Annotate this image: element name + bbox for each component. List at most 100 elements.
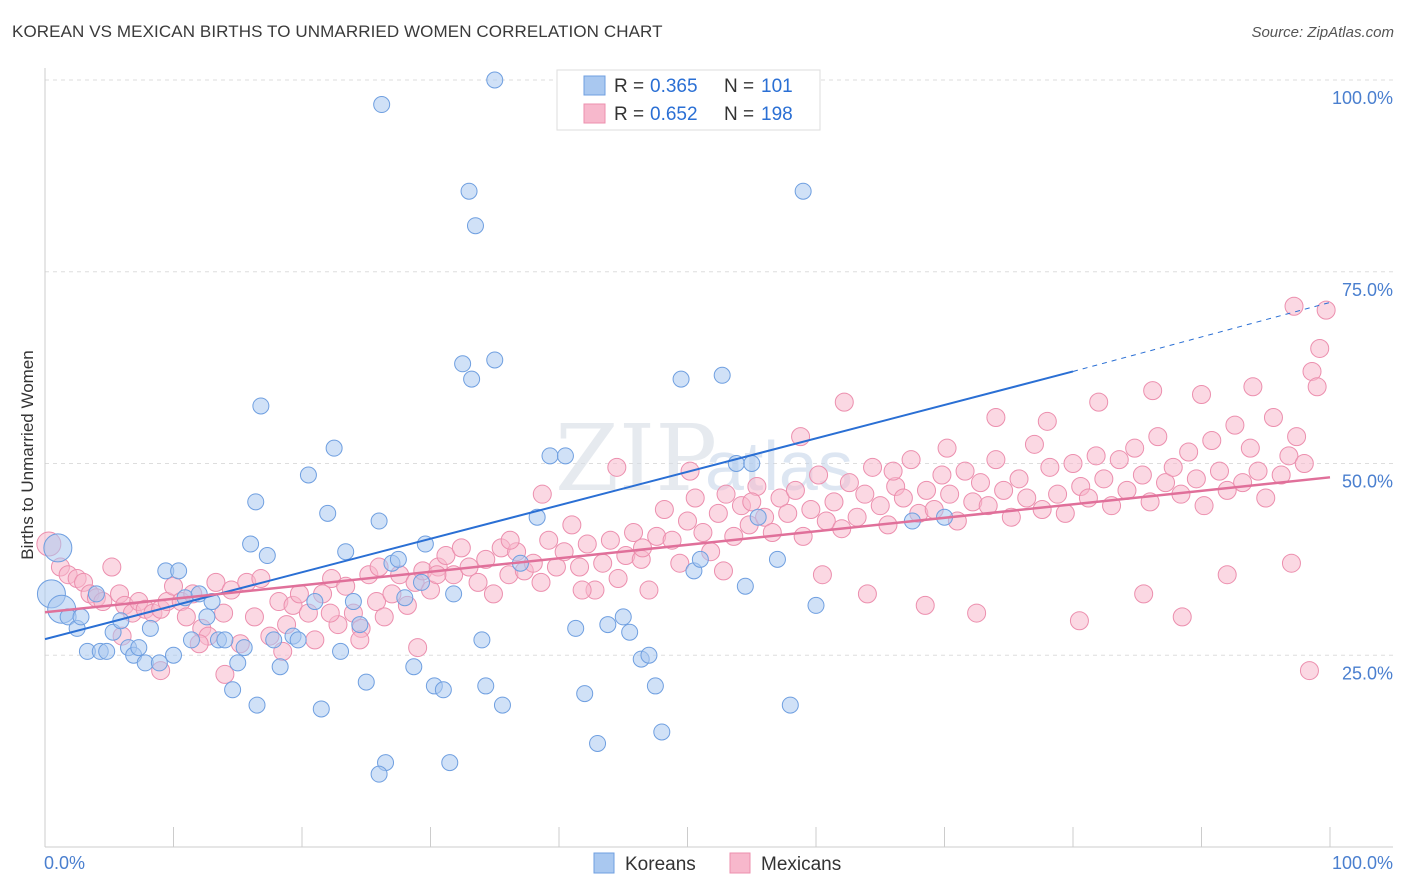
mexicans-point	[251, 569, 271, 589]
mexicans-point	[1240, 438, 1260, 458]
mexicans-point	[608, 569, 628, 589]
mexicans-point	[215, 664, 235, 684]
koreans-point	[396, 589, 414, 607]
mexicans-point	[1225, 415, 1245, 435]
mexicans-point	[572, 580, 592, 600]
koreans-point	[72, 608, 90, 626]
koreans-point	[781, 696, 799, 714]
mexicans-point	[839, 473, 859, 493]
mexicans-point	[1279, 446, 1299, 466]
mexicans-point	[955, 461, 975, 481]
mexicans-point	[1217, 565, 1237, 585]
koreans-point	[646, 677, 664, 695]
mexicans-point	[1233, 473, 1253, 493]
mexicans-point	[374, 607, 394, 627]
koreans-point	[621, 623, 639, 641]
y-tick-label: 25.0%	[1342, 663, 1393, 683]
mexicans-point	[1284, 296, 1304, 316]
koreans-point	[271, 658, 289, 676]
mexicans-point	[408, 638, 428, 658]
mexicans-point	[978, 496, 998, 516]
axes	[44, 68, 1393, 848]
mexicans-point	[1069, 611, 1089, 631]
mexicans-point	[1179, 442, 1199, 462]
mexicans-point	[824, 492, 844, 512]
koreans-point	[463, 370, 481, 388]
koreans-point	[589, 734, 607, 752]
bottom-legend: Koreans Mexicans	[593, 852, 841, 875]
chart-source: Source: ZipAtlas.com	[1251, 24, 1394, 41]
mexicans-point	[708, 503, 728, 523]
mexicans-point	[713, 561, 733, 581]
mexicans-point	[812, 565, 832, 585]
mexicans-point	[1217, 480, 1237, 500]
koreans-point	[325, 439, 343, 457]
koreans-point	[691, 550, 709, 568]
koreans-points	[36, 71, 953, 783]
koreans-point	[229, 654, 247, 672]
legend-n-label-mexicans: N =	[724, 104, 754, 125]
koreans-point	[614, 608, 632, 626]
mexicans-point	[1148, 427, 1168, 447]
mexicans-point	[1263, 407, 1283, 427]
koreans-point	[454, 355, 472, 373]
koreans-point	[248, 696, 266, 714]
koreans-point	[242, 535, 260, 553]
mexicans-point	[577, 534, 597, 554]
mexicans-point	[809, 465, 829, 485]
koreans-point	[794, 182, 812, 200]
x-tick-label: 100.0%	[1332, 853, 1393, 873]
legend-r-value-mexicans: 0.652	[650, 104, 698, 125]
mexicans-point	[970, 473, 990, 493]
mexicans-point	[893, 488, 913, 508]
bottom-legend-swatch-mexicans	[729, 852, 751, 874]
mexicans-point	[994, 480, 1014, 500]
koreans-point	[768, 550, 786, 568]
mexicans-point	[102, 557, 122, 577]
mexicans-point	[770, 488, 790, 508]
koreans-point	[224, 681, 242, 699]
koreans-point	[351, 616, 369, 634]
mexicans-point	[1310, 338, 1330, 358]
legend-swatch-koreans	[583, 75, 606, 96]
mexicans-point	[1307, 377, 1327, 397]
koreans-point	[98, 642, 116, 660]
mexicans-point	[244, 607, 264, 627]
koreans-point	[216, 631, 234, 649]
mexicans-point	[539, 530, 559, 550]
mexicans-point	[206, 572, 226, 592]
mexicans-point	[1287, 427, 1307, 447]
mexicans-point	[305, 630, 325, 650]
mexicans-point	[654, 500, 674, 520]
koreans-point	[807, 596, 825, 614]
koreans-point	[486, 71, 504, 89]
koreans-point	[373, 96, 391, 114]
koreans-point	[556, 447, 574, 465]
koreans-point	[460, 182, 478, 200]
mexicans-point	[570, 557, 590, 577]
koreans-point	[337, 543, 355, 561]
mexicans-point	[289, 584, 309, 604]
trend-lines	[44, 301, 1331, 641]
koreans-point	[87, 585, 105, 603]
koreans-point	[466, 217, 484, 235]
mexicans-point	[716, 484, 736, 504]
mexicans-point	[967, 603, 987, 623]
mexicans-point	[986, 450, 1006, 470]
koreans-point	[672, 370, 690, 388]
mexicans-point	[1281, 553, 1301, 573]
mexicans-point	[1194, 496, 1214, 516]
y-tick-labels: 100.0% 75.0% 50.0% 25.0%	[1332, 88, 1393, 683]
koreans-point	[743, 455, 761, 472]
mexicans-point	[1209, 461, 1229, 481]
koreans-point	[370, 765, 388, 783]
mexicans-point	[468, 572, 488, 592]
koreans-point	[312, 700, 330, 718]
mexicans-point	[176, 607, 196, 627]
koreans-point	[445, 585, 463, 603]
top-legend: R = 0.365 N = 101 R = 0.652 N = 198	[556, 69, 821, 131]
koreans-point	[528, 508, 546, 526]
mexicans-point	[724, 526, 744, 546]
koreans-point	[736, 577, 754, 595]
